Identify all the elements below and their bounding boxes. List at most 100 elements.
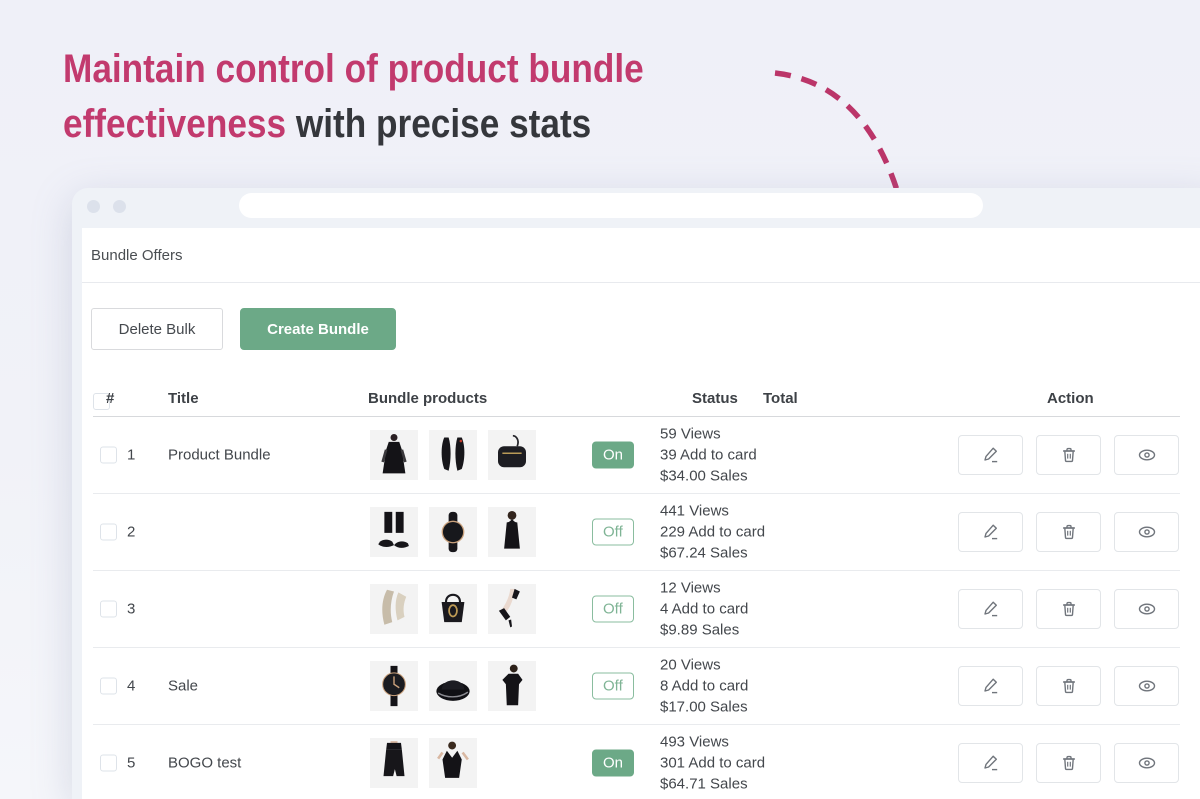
status-badge[interactable]: On [592,749,635,777]
bundle-table: # Title Bundle products Status Total Act… [93,350,1180,799]
row-checkbox[interactable] [100,754,117,772]
add-to-card-count: 39 Add to card [660,446,757,464]
window-control-icon[interactable] [87,200,100,213]
page-title: Maintain control of product bundle effec… [63,42,723,152]
row-number: 3 [127,600,136,618]
row-number: 2 [127,523,136,541]
select-all-checkbox[interactable] [93,393,110,410]
pumps-product-image [488,584,536,634]
view-button[interactable] [1114,743,1179,783]
row-checkbox[interactable] [100,677,117,695]
views-count: 441 Views [660,502,729,520]
product-thumbnails [370,430,536,480]
sales-amount: $67.24 Sales [660,544,748,562]
dress-product-image [370,430,418,480]
top-product-image [488,507,536,557]
edit-button[interactable] [958,435,1023,475]
page-header-title: Bundle Offers [91,246,183,264]
view-button[interactable] [1114,435,1179,475]
views-count: 493 Views [660,733,729,751]
edit-button[interactable] [958,743,1023,783]
row-checkbox[interactable] [100,523,117,541]
pencil-icon [983,447,997,463]
product-thumbnails [370,507,536,557]
row-actions [958,743,1179,783]
trash-icon [1062,447,1075,463]
page-content: Bundle Offers Delete Bulk Create Bundle … [82,228,1200,799]
status-badge[interactable]: Off [592,672,634,700]
total-stats: 59 Views 39 Add to card $34.00 Sales [660,424,757,487]
sales-amount: $17.00 Sales [660,698,748,716]
pencil-icon [983,601,997,617]
row-number: 1 [127,446,136,464]
status-badge[interactable]: On [592,441,635,469]
create-bundle-button[interactable]: Create Bundle [240,308,396,350]
heels-product-image [429,430,477,480]
header-products: Bundle products [368,390,488,407]
headline-line2-dark: with precise stats [286,102,592,146]
delete-button[interactable] [1036,589,1101,629]
add-to-card-count: 4 Add to card [660,600,749,618]
row-actions [958,512,1179,552]
status-badge[interactable]: Off [592,518,634,546]
add-to-card-count: 229 Add to card [660,523,766,541]
product-thumbnails [370,738,477,788]
row-actions [958,666,1179,706]
delete-button[interactable] [1036,666,1101,706]
edit-button[interactable] [958,589,1023,629]
pencil-icon [983,524,997,540]
row-title: Product Bundle [168,446,271,464]
sales-amount: $34.00 Sales [660,467,748,485]
hat-product-image [429,661,477,711]
bucket-bag-product-image [429,584,477,634]
delete-button[interactable] [1036,743,1101,783]
scarf-product-image [370,584,418,634]
url-bar[interactable] [239,193,983,218]
header-total: Total [763,390,798,407]
headline-line2-pink: effectiveness [63,102,287,146]
row-title: BOGO test [168,754,242,772]
sales-amount: $64.71 Sales [660,775,748,793]
views-count: 12 Views [660,579,721,597]
view-button[interactable] [1114,512,1179,552]
status-badge[interactable]: Off [592,595,634,623]
row-actions [958,589,1179,629]
views-count: 59 Views [660,425,721,443]
header-status: Status [692,390,738,407]
delete-button[interactable] [1036,435,1101,475]
dress3-product-image [429,738,477,788]
table-header: # Title Bundle products Status Total Act… [93,350,1180,417]
pencil-icon [983,755,997,771]
eye-icon [1138,449,1155,461]
row-number: 5 [127,754,136,772]
row-checkbox[interactable] [100,446,117,464]
delete-bulk-button[interactable]: Delete Bulk [91,308,223,350]
dress2-product-image [488,661,536,711]
row-number: 4 [127,677,136,695]
browser-chrome [72,188,1200,228]
total-stats: 493 Views 301 Add to card $64.71 Sales [660,732,765,795]
view-button[interactable] [1114,589,1179,629]
pencil-icon [983,678,997,694]
bag-product-image [488,430,536,480]
product-thumbnails [370,584,536,634]
watch2-product-image [370,661,418,711]
add-to-card-count: 301 Add to card [660,754,766,772]
table-row: 5 BOGO test On 493 Views 301 Add to card… [93,725,1180,799]
row-checkbox[interactable] [100,600,117,618]
watch-product-image [429,507,477,557]
add-to-card-count: 8 Add to card [660,677,749,695]
edit-button[interactable] [958,666,1023,706]
header-action: Action [1047,390,1094,407]
edit-button[interactable] [958,512,1023,552]
eye-icon [1138,680,1155,692]
window-control-icon[interactable] [113,200,126,213]
flats-product-image [370,507,418,557]
row-title: Sale [168,677,199,695]
sales-amount: $9.89 Sales [660,621,740,639]
view-button[interactable] [1114,666,1179,706]
total-stats: 20 Views 8 Add to card $17.00 Sales [660,655,748,718]
delete-button[interactable] [1036,512,1101,552]
eye-icon [1138,603,1155,615]
